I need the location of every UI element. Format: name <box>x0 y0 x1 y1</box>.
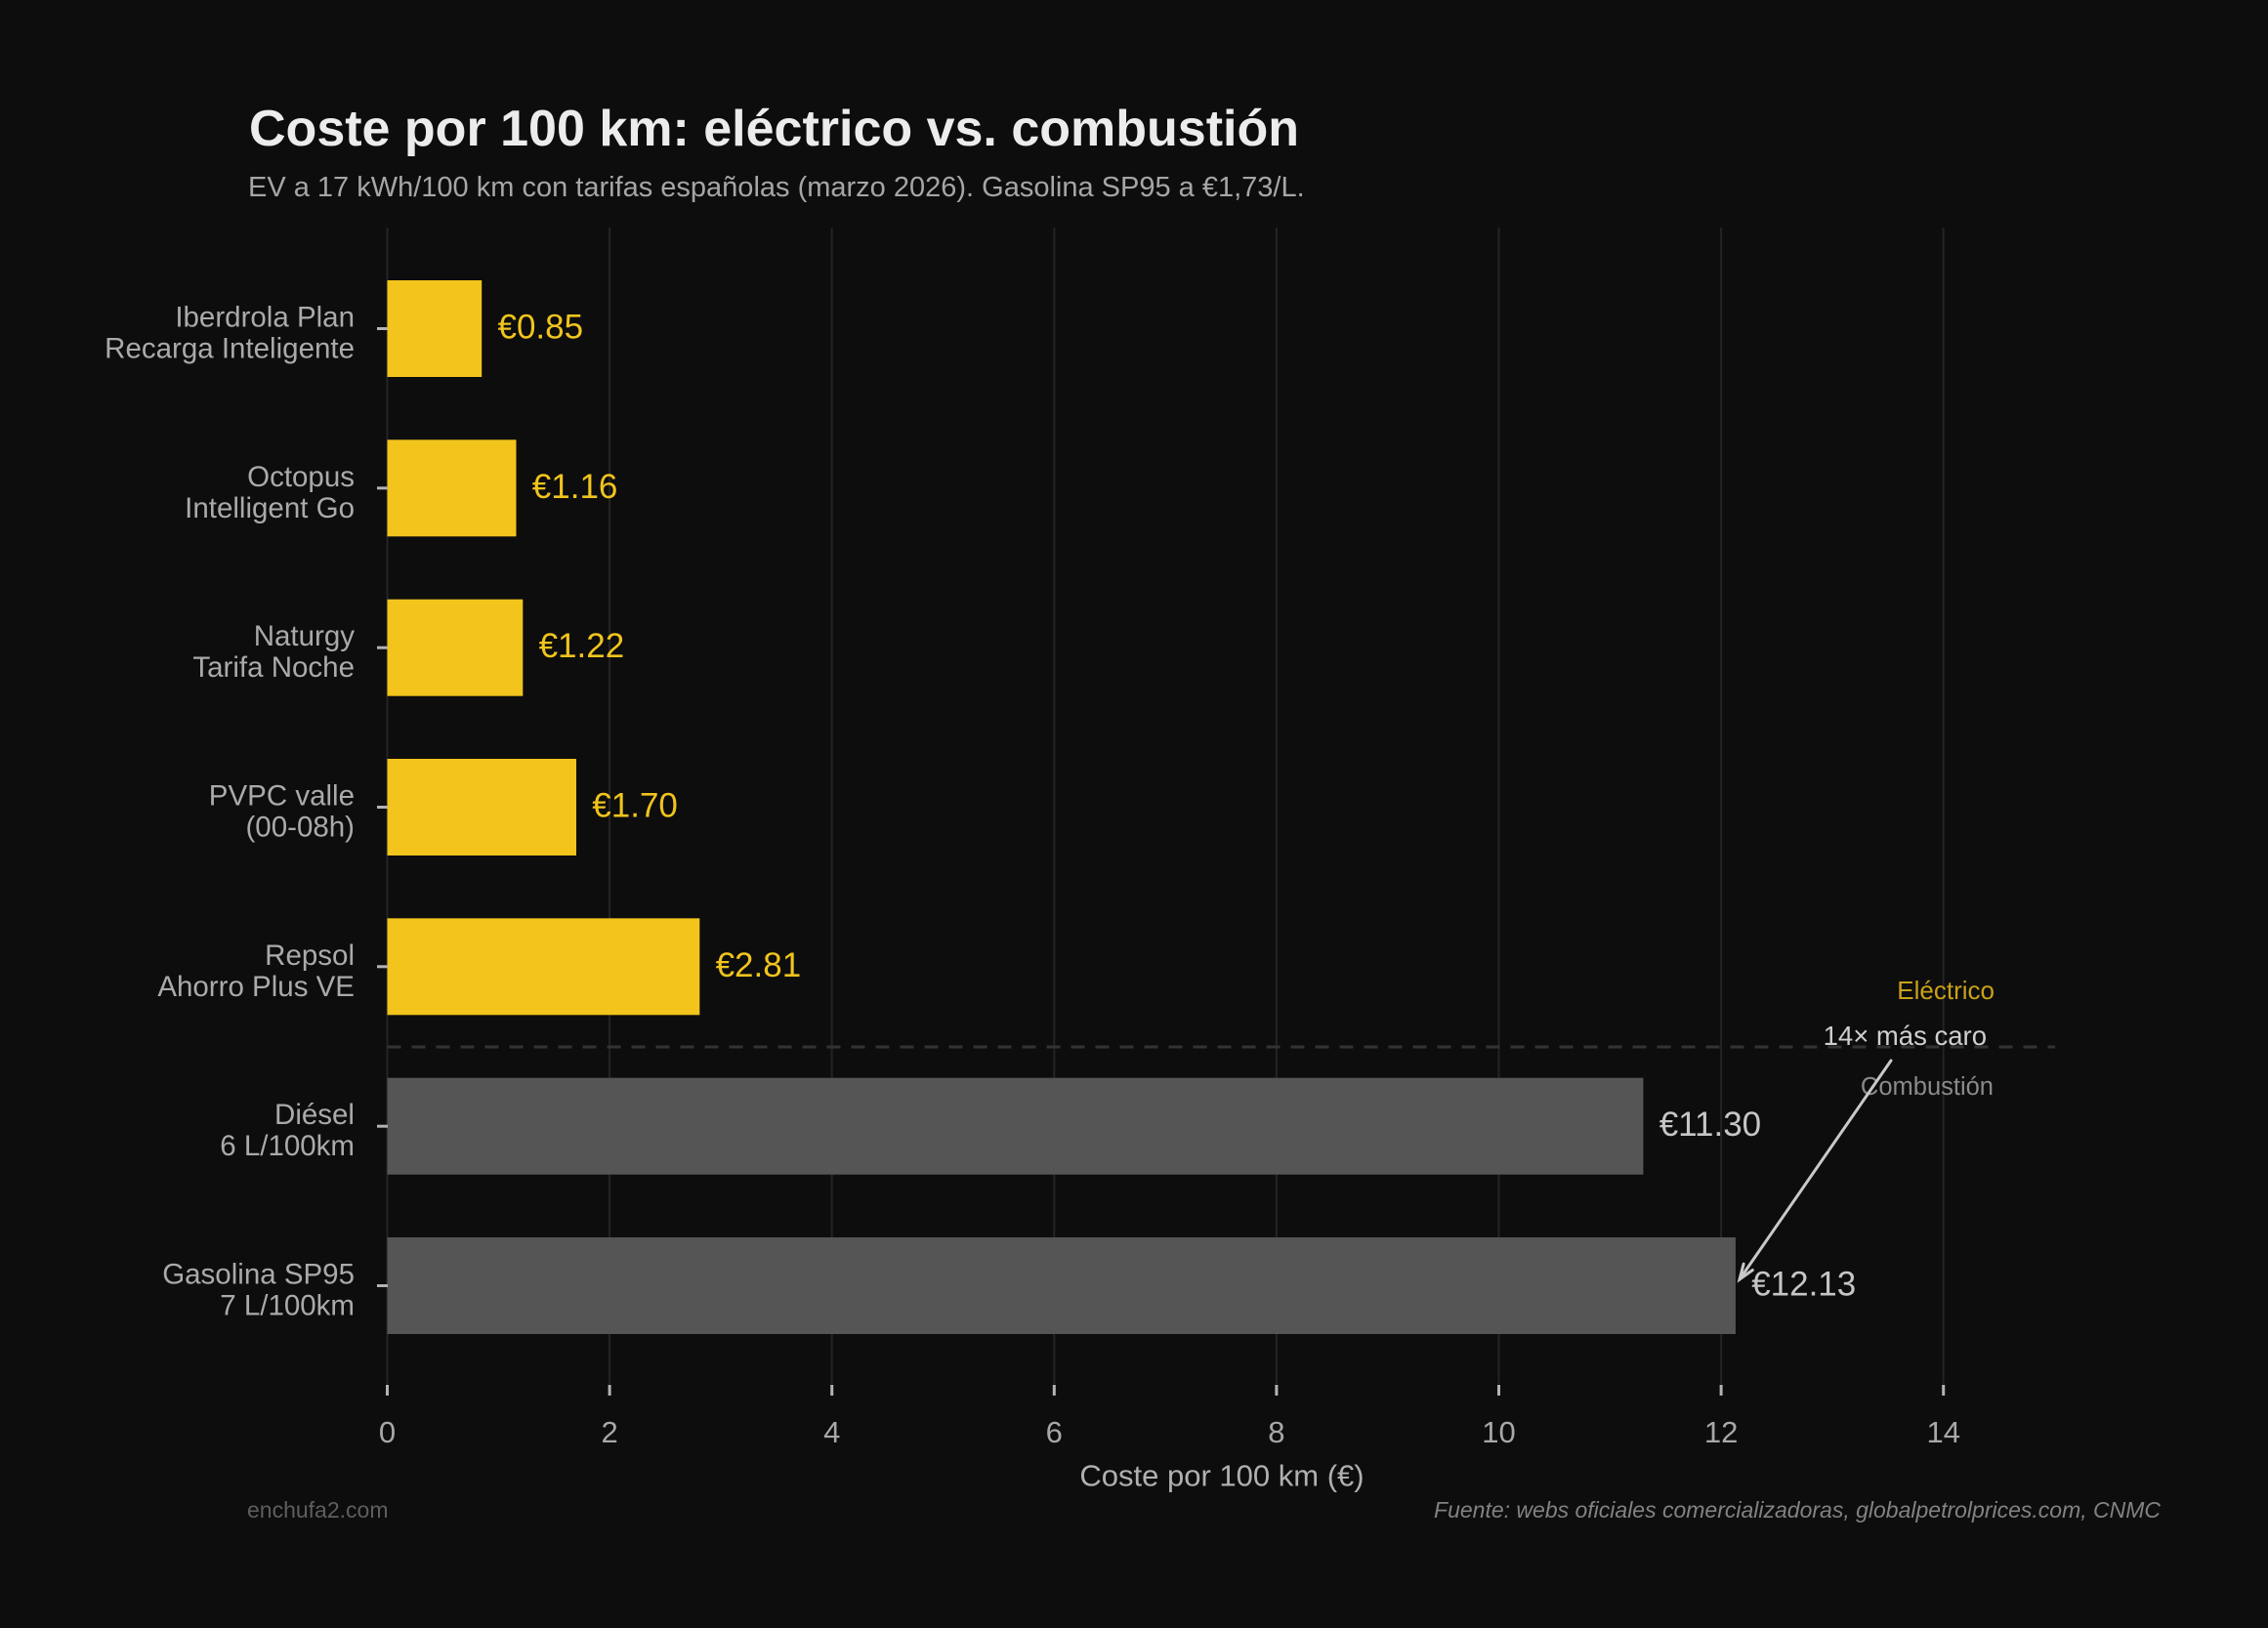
svg-text:€12.13: €12.13 <box>1751 1266 1856 1304</box>
svg-text:2: 2 <box>601 1415 617 1449</box>
svg-text:Eléctrico: Eléctrico <box>1897 976 1995 1005</box>
svg-text:12: 12 <box>1704 1415 1738 1449</box>
svg-text:€1.22: €1.22 <box>539 627 625 665</box>
svg-text:€1.16: €1.16 <box>532 468 618 506</box>
svg-text:Coste por 100 km: eléctrico vs: Coste por 100 km: eléctrico vs. combusti… <box>249 101 1299 157</box>
svg-text:€2.81: €2.81 <box>716 946 802 984</box>
svg-text:14× más caro: 14× más caro <box>1824 1021 1987 1051</box>
svg-text:EV a 17 kWh/100 km con tarifas: EV a 17 kWh/100 km con tarifas españolas… <box>248 172 1305 203</box>
svg-text:0: 0 <box>379 1415 396 1449</box>
svg-text:enchufa2.com: enchufa2.com <box>247 1497 388 1523</box>
svg-text:€11.30: €11.30 <box>1659 1106 1761 1144</box>
svg-text:Combustión: Combustión <box>1861 1073 1994 1101</box>
svg-text:4: 4 <box>823 1415 840 1449</box>
svg-text:Coste por 100 km (€): Coste por 100 km (€) <box>1079 1459 1364 1493</box>
svg-text:6: 6 <box>1046 1415 1063 1449</box>
svg-text:€1.70: €1.70 <box>592 787 678 825</box>
svg-text:14: 14 <box>1926 1415 1959 1449</box>
svg-text:€0.85: €0.85 <box>498 309 584 347</box>
svg-text:Fuente: webs oficiales comerci: Fuente: webs oficiales comercializadoras… <box>1434 1497 2161 1523</box>
svg-text:8: 8 <box>1268 1415 1284 1449</box>
svg-text:10: 10 <box>1482 1415 1515 1449</box>
